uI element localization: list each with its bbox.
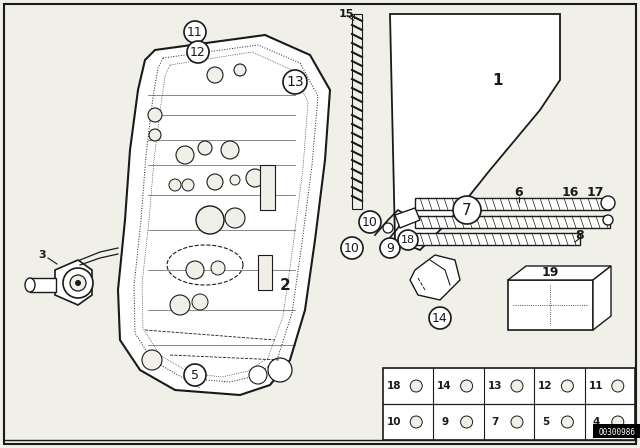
Polygon shape bbox=[593, 266, 611, 330]
Polygon shape bbox=[395, 208, 420, 228]
Circle shape bbox=[612, 380, 624, 392]
Text: 10: 10 bbox=[362, 215, 378, 228]
Circle shape bbox=[207, 67, 223, 83]
Text: 15: 15 bbox=[339, 9, 354, 19]
Circle shape bbox=[196, 206, 224, 234]
Text: 8: 8 bbox=[576, 228, 584, 241]
Text: 7: 7 bbox=[492, 417, 499, 427]
Circle shape bbox=[561, 380, 573, 392]
Circle shape bbox=[230, 175, 240, 185]
Text: 3: 3 bbox=[38, 250, 46, 260]
Text: 7: 7 bbox=[462, 202, 472, 217]
Circle shape bbox=[225, 208, 245, 228]
Bar bbox=[258, 255, 272, 290]
Bar bbox=[415, 216, 610, 228]
Circle shape bbox=[561, 416, 573, 428]
Circle shape bbox=[142, 350, 162, 370]
Circle shape bbox=[359, 211, 381, 233]
Circle shape bbox=[410, 416, 422, 428]
Circle shape bbox=[410, 380, 422, 392]
Text: 10: 10 bbox=[344, 241, 360, 254]
Text: 10: 10 bbox=[387, 417, 401, 427]
Circle shape bbox=[184, 21, 206, 43]
Circle shape bbox=[182, 179, 194, 191]
Circle shape bbox=[63, 268, 93, 298]
Text: 18: 18 bbox=[401, 235, 415, 245]
Circle shape bbox=[75, 280, 81, 286]
Text: 19: 19 bbox=[541, 266, 559, 279]
Circle shape bbox=[283, 70, 307, 94]
Text: 2: 2 bbox=[280, 277, 291, 293]
Circle shape bbox=[70, 275, 86, 291]
Text: 11: 11 bbox=[589, 381, 603, 391]
Bar bbox=[383, 368, 635, 440]
Circle shape bbox=[453, 196, 481, 224]
Circle shape bbox=[612, 416, 624, 428]
Circle shape bbox=[511, 380, 523, 392]
Circle shape bbox=[198, 141, 212, 155]
Text: 9: 9 bbox=[441, 417, 448, 427]
Circle shape bbox=[192, 294, 208, 310]
Circle shape bbox=[246, 169, 264, 187]
Circle shape bbox=[186, 261, 204, 279]
Text: 12: 12 bbox=[190, 46, 206, 59]
Circle shape bbox=[187, 41, 209, 63]
Text: 14: 14 bbox=[432, 311, 448, 324]
Bar bbox=[352, 14, 362, 209]
Bar bbox=[30, 278, 56, 292]
Circle shape bbox=[601, 196, 615, 210]
Text: 18: 18 bbox=[387, 381, 401, 391]
Circle shape bbox=[383, 223, 393, 233]
Text: 12: 12 bbox=[538, 381, 553, 391]
Text: 17: 17 bbox=[586, 185, 604, 198]
Circle shape bbox=[211, 261, 225, 275]
Text: 11: 11 bbox=[187, 26, 203, 39]
Polygon shape bbox=[508, 266, 611, 280]
Circle shape bbox=[603, 215, 613, 225]
Circle shape bbox=[148, 108, 162, 122]
Text: 14: 14 bbox=[437, 381, 452, 391]
Text: 5: 5 bbox=[191, 369, 199, 382]
Text: 16: 16 bbox=[561, 185, 579, 198]
Bar bbox=[260, 165, 275, 210]
Circle shape bbox=[511, 416, 523, 428]
Text: 5: 5 bbox=[542, 417, 549, 427]
Circle shape bbox=[170, 295, 190, 315]
Text: 6: 6 bbox=[515, 185, 524, 198]
Text: 13: 13 bbox=[286, 75, 304, 89]
Text: 1: 1 bbox=[493, 73, 503, 87]
Circle shape bbox=[380, 238, 400, 258]
Circle shape bbox=[207, 174, 223, 190]
Polygon shape bbox=[118, 35, 330, 395]
Circle shape bbox=[149, 129, 161, 141]
Circle shape bbox=[234, 64, 246, 76]
Circle shape bbox=[398, 230, 418, 250]
Circle shape bbox=[249, 366, 267, 384]
Circle shape bbox=[184, 364, 206, 386]
Text: 4: 4 bbox=[592, 417, 600, 427]
Circle shape bbox=[221, 141, 239, 159]
Bar bbox=[415, 198, 610, 210]
Polygon shape bbox=[390, 14, 560, 250]
Polygon shape bbox=[55, 260, 92, 305]
Circle shape bbox=[429, 307, 451, 329]
Ellipse shape bbox=[25, 278, 35, 292]
Circle shape bbox=[461, 380, 472, 392]
Circle shape bbox=[461, 416, 472, 428]
Circle shape bbox=[268, 358, 292, 382]
Bar bbox=[508, 280, 593, 330]
Bar bbox=[415, 233, 580, 245]
Text: 13: 13 bbox=[488, 381, 502, 391]
Bar bbox=[593, 424, 640, 438]
Text: O0300986: O0300986 bbox=[598, 427, 636, 436]
Circle shape bbox=[341, 237, 363, 259]
Polygon shape bbox=[410, 255, 460, 300]
Circle shape bbox=[176, 146, 194, 164]
Circle shape bbox=[169, 179, 181, 191]
Text: 9: 9 bbox=[386, 241, 394, 254]
